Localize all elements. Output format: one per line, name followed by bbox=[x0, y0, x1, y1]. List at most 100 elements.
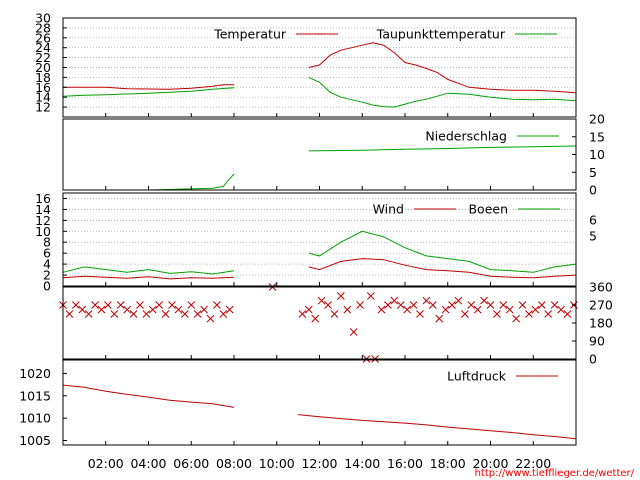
x-tick-label: 04:00 bbox=[130, 456, 166, 471]
wind-direction-point bbox=[84, 310, 93, 318]
series-line-temperatur bbox=[63, 42, 577, 94]
y-tick-label: 15 bbox=[589, 129, 605, 144]
wind-direction-point bbox=[493, 310, 501, 318]
wind-direction-point bbox=[531, 305, 540, 314]
wind-direction-point bbox=[213, 301, 221, 309]
x-tick-label: 18:00 bbox=[430, 456, 466, 471]
wind-direction-point bbox=[366, 292, 375, 300]
y-tick-label: 10 bbox=[35, 224, 51, 239]
wind-direction-point bbox=[330, 310, 339, 318]
y-tick-label: 1005 bbox=[19, 433, 51, 448]
y-tick-label: 1010 bbox=[19, 411, 51, 426]
wind-direction-point bbox=[311, 314, 320, 323]
y-tick-label: 0 bbox=[589, 352, 597, 367]
y-tick-label: 1020 bbox=[19, 366, 51, 381]
wind-direction-point bbox=[136, 301, 144, 309]
legend-label-niederschlag: Niederschlag bbox=[425, 129, 507, 144]
wind-direction-point bbox=[148, 305, 157, 314]
y-tick-label: 14 bbox=[35, 90, 51, 105]
wind-direction-point bbox=[180, 310, 189, 318]
y-tick-label: 28 bbox=[35, 20, 51, 35]
wind-direction-point bbox=[206, 314, 215, 323]
wind-direction-point bbox=[435, 314, 444, 323]
y-tick-label: 24 bbox=[35, 40, 51, 55]
x-tick-label: 16:00 bbox=[387, 456, 423, 471]
series-line-taupunkttemperatur bbox=[62, 76, 577, 108]
wind-direction-point bbox=[454, 296, 463, 305]
series-line-boeen bbox=[62, 230, 577, 275]
wind-direction-point bbox=[356, 301, 364, 309]
x-tick-label: 02:00 bbox=[88, 456, 124, 471]
wind-direction-point bbox=[505, 305, 514, 314]
wind-direction-point bbox=[97, 305, 106, 314]
wind-direction-point bbox=[499, 301, 508, 309]
y2-tick-label: 5 bbox=[589, 229, 597, 244]
wind-direction-point bbox=[324, 301, 332, 309]
wind-direction-point bbox=[557, 305, 565, 314]
wind-direction-point bbox=[304, 305, 313, 314]
wind-direction-point bbox=[512, 314, 521, 323]
wind-direction-point bbox=[193, 310, 202, 318]
credit-link[interactable]: http://www.tiefflieger.de/wetter/ bbox=[475, 468, 635, 479]
wind-direction-point bbox=[116, 301, 125, 309]
wind-direction-point bbox=[349, 328, 358, 336]
wind-direction-point bbox=[71, 301, 80, 309]
y-tick-label: 20 bbox=[35, 60, 51, 75]
wind-direction-point bbox=[187, 301, 196, 309]
legend-label-temperatur: Temperatur bbox=[213, 27, 287, 42]
wind-direction-point bbox=[416, 310, 424, 318]
wind-direction-point bbox=[78, 305, 87, 314]
wind-direction-point bbox=[104, 301, 112, 309]
y-tick-label: 14 bbox=[35, 202, 51, 217]
wind-direction-point bbox=[441, 305, 450, 314]
wind-direction-point bbox=[161, 310, 170, 318]
wind-direction-point bbox=[473, 305, 482, 314]
x-tick-label: 10:00 bbox=[259, 456, 295, 471]
wind-direction-point bbox=[518, 301, 527, 309]
y-tick-label: 180 bbox=[589, 316, 613, 331]
y-tick-label: 2 bbox=[43, 268, 51, 283]
wind-direction-point bbox=[219, 310, 228, 318]
y-tick-label: 22 bbox=[35, 50, 51, 65]
y-tick-label: 26 bbox=[35, 30, 51, 45]
y-tick-label: 270 bbox=[589, 298, 613, 313]
y-tick-label: 10 bbox=[589, 147, 605, 162]
wind-direction-point bbox=[65, 310, 74, 318]
wind-direction-point bbox=[377, 305, 386, 314]
wind-direction-point bbox=[225, 305, 234, 314]
wind-direction-point bbox=[467, 301, 476, 309]
y-tick-label: 6 bbox=[43, 246, 51, 261]
wind-direction-point bbox=[200, 305, 208, 314]
wind-direction-point bbox=[422, 296, 431, 305]
wind-direction-point bbox=[317, 296, 326, 305]
wind-direction-point bbox=[448, 301, 456, 309]
wind-direction-point bbox=[337, 292, 345, 300]
y-tick-label: 0 bbox=[589, 183, 597, 198]
wind-direction-point bbox=[384, 301, 392, 309]
wind-direction-point bbox=[460, 310, 469, 318]
wind-direction-point bbox=[168, 301, 176, 309]
y-tick-label: 1015 bbox=[19, 388, 51, 403]
wind-direction-point bbox=[409, 301, 418, 309]
x-tick-label: 20:00 bbox=[472, 456, 508, 471]
y-tick-label: 4 bbox=[43, 257, 51, 272]
y-tick-label: 360 bbox=[589, 280, 613, 295]
y-tick-label: 90 bbox=[589, 334, 605, 349]
series-layer bbox=[59, 42, 578, 440]
wind-direction-point bbox=[155, 301, 164, 309]
wind-direction-point bbox=[428, 301, 437, 309]
wind-direction-point bbox=[123, 305, 131, 314]
wind-direction-point bbox=[544, 310, 553, 318]
series-line-wind bbox=[62, 258, 577, 280]
legend-label-boeen: Boeen bbox=[468, 202, 508, 217]
wind-direction-point bbox=[110, 310, 119, 318]
wind-direction-point bbox=[298, 310, 307, 318]
wind-direction-point bbox=[129, 310, 138, 318]
y-tick-label: 0 bbox=[43, 279, 51, 294]
wind-direction-point bbox=[537, 301, 546, 309]
wind-direction-point bbox=[396, 301, 405, 309]
y-tick-label: 30 bbox=[35, 11, 51, 26]
y-tick-label: 8 bbox=[43, 235, 51, 250]
